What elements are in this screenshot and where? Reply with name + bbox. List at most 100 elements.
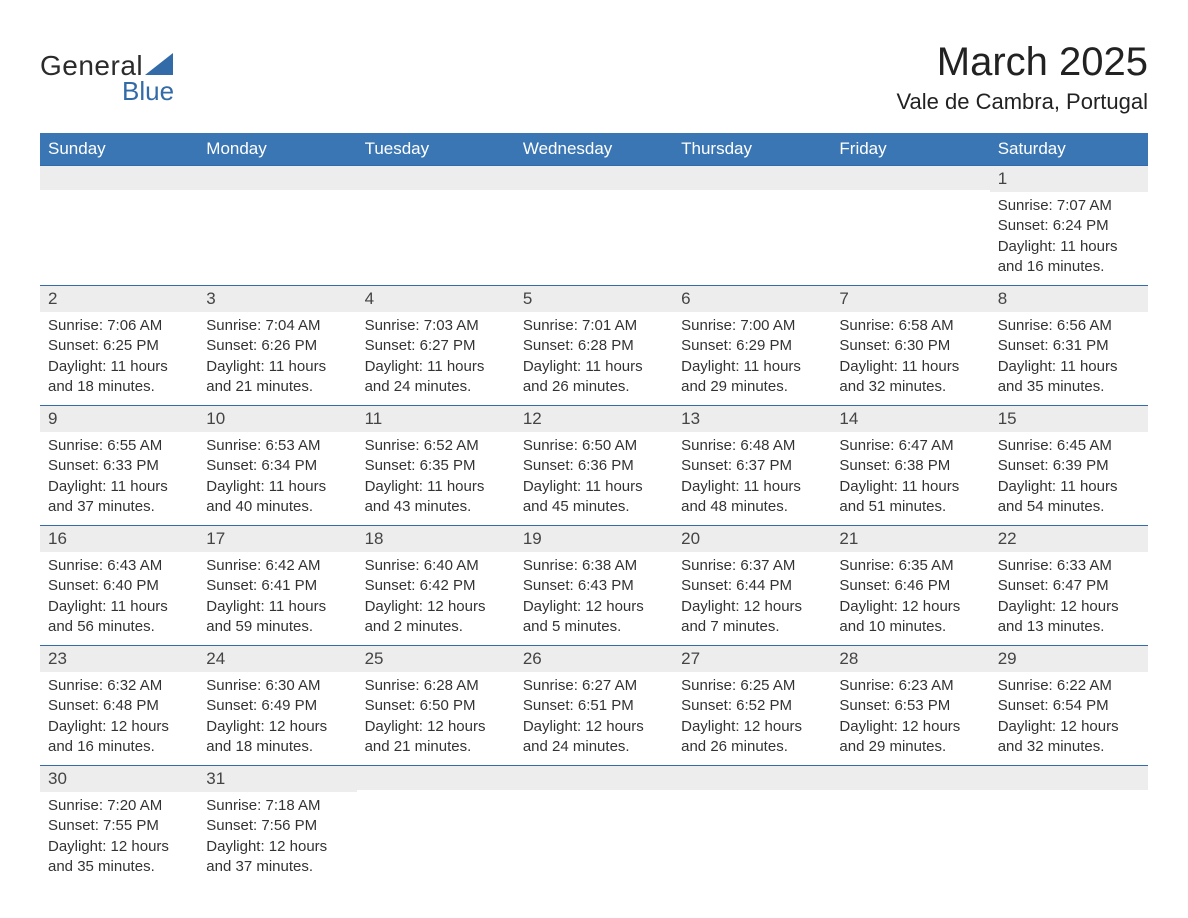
day-body — [198, 190, 356, 202]
daylight-line: Daylight: 12 hours and 10 minutes. — [839, 597, 981, 638]
sunset-line: Sunset: 6:28 PM — [523, 336, 665, 356]
daylight-line: Daylight: 12 hours and 16 minutes. — [48, 717, 190, 758]
sunset-line: Sunset: 6:33 PM — [48, 456, 190, 476]
sunset-line: Sunset: 6:29 PM — [681, 336, 823, 356]
sunrise-line: Sunrise: 6:52 AM — [365, 436, 507, 456]
sunset-line: Sunset: 6:54 PM — [998, 696, 1140, 716]
calendar-body: 1Sunrise: 7:07 AMSunset: 6:24 PMDaylight… — [40, 166, 1148, 886]
daylight-line: Daylight: 11 hours and 51 minutes. — [839, 477, 981, 518]
sunset-line: Sunset: 6:50 PM — [365, 696, 507, 716]
day-number: 27 — [673, 646, 831, 672]
day-body — [831, 790, 989, 802]
day-cell-14: 14Sunrise: 6:47 AMSunset: 6:38 PMDayligh… — [831, 406, 989, 526]
day-body: Sunrise: 6:35 AMSunset: 6:46 PMDaylight:… — [831, 552, 989, 645]
day-number — [40, 166, 198, 190]
daylight-line: Daylight: 12 hours and 29 minutes. — [839, 717, 981, 758]
day-number: 11 — [357, 406, 515, 432]
sunset-line: Sunset: 6:31 PM — [998, 336, 1140, 356]
day-number: 29 — [990, 646, 1148, 672]
day-number: 3 — [198, 286, 356, 312]
day-body: Sunrise: 7:01 AMSunset: 6:28 PMDaylight:… — [515, 312, 673, 405]
day-body: Sunrise: 6:55 AMSunset: 6:33 PMDaylight:… — [40, 432, 198, 525]
day-cell-8: 8Sunrise: 6:56 AMSunset: 6:31 PMDaylight… — [990, 286, 1148, 406]
daylight-line: Daylight: 11 hours and 29 minutes. — [681, 357, 823, 398]
weekday-saturday: Saturday — [990, 133, 1148, 166]
day-number: 26 — [515, 646, 673, 672]
day-cell-22: 22Sunrise: 6:33 AMSunset: 6:47 PMDayligh… — [990, 526, 1148, 646]
sunrise-line: Sunrise: 7:06 AM — [48, 316, 190, 336]
day-number — [673, 766, 831, 790]
day-cell-9: 9Sunrise: 6:55 AMSunset: 6:33 PMDaylight… — [40, 406, 198, 526]
sunset-line: Sunset: 6:25 PM — [48, 336, 190, 356]
day-body — [357, 790, 515, 802]
empty-cell — [40, 166, 198, 286]
day-body — [515, 790, 673, 802]
day-body: Sunrise: 6:53 AMSunset: 6:34 PMDaylight:… — [198, 432, 356, 525]
daylight-line: Daylight: 11 hours and 54 minutes. — [998, 477, 1140, 518]
empty-cell — [831, 766, 989, 886]
sunset-line: Sunset: 6:39 PM — [998, 456, 1140, 476]
weekday-wednesday: Wednesday — [515, 133, 673, 166]
day-cell-3: 3Sunrise: 7:04 AMSunset: 6:26 PMDaylight… — [198, 286, 356, 406]
daylight-line: Daylight: 11 hours and 56 minutes. — [48, 597, 190, 638]
sunset-line: Sunset: 6:52 PM — [681, 696, 823, 716]
day-number — [515, 166, 673, 190]
day-body: Sunrise: 7:00 AMSunset: 6:29 PMDaylight:… — [673, 312, 831, 405]
sunset-line: Sunset: 6:46 PM — [839, 576, 981, 596]
sunrise-line: Sunrise: 6:50 AM — [523, 436, 665, 456]
sunrise-line: Sunrise: 6:55 AM — [48, 436, 190, 456]
day-body: Sunrise: 7:04 AMSunset: 6:26 PMDaylight:… — [198, 312, 356, 405]
empty-cell — [990, 766, 1148, 886]
daylight-line: Daylight: 11 hours and 24 minutes. — [365, 357, 507, 398]
day-body: Sunrise: 6:38 AMSunset: 6:43 PMDaylight:… — [515, 552, 673, 645]
day-cell-19: 19Sunrise: 6:38 AMSunset: 6:43 PMDayligh… — [515, 526, 673, 646]
day-cell-17: 17Sunrise: 6:42 AMSunset: 6:41 PMDayligh… — [198, 526, 356, 646]
day-cell-11: 11Sunrise: 6:52 AMSunset: 6:35 PMDayligh… — [357, 406, 515, 526]
day-cell-27: 27Sunrise: 6:25 AMSunset: 6:52 PMDayligh… — [673, 646, 831, 766]
daylight-line: Daylight: 11 hours and 45 minutes. — [523, 477, 665, 518]
day-body — [357, 190, 515, 202]
day-body: Sunrise: 7:06 AMSunset: 6:25 PMDaylight:… — [40, 312, 198, 405]
day-body: Sunrise: 6:43 AMSunset: 6:40 PMDaylight:… — [40, 552, 198, 645]
day-number — [831, 766, 989, 790]
sunrise-line: Sunrise: 6:45 AM — [998, 436, 1140, 456]
daylight-line: Daylight: 12 hours and 5 minutes. — [523, 597, 665, 638]
day-number: 30 — [40, 766, 198, 792]
day-cell-7: 7Sunrise: 6:58 AMSunset: 6:30 PMDaylight… — [831, 286, 989, 406]
daylight-line: Daylight: 12 hours and 18 minutes. — [206, 717, 348, 758]
sunrise-line: Sunrise: 6:25 AM — [681, 676, 823, 696]
day-number — [515, 766, 673, 790]
daylight-line: Daylight: 11 hours and 40 minutes. — [206, 477, 348, 518]
location: Vale de Cambra, Portugal — [896, 89, 1148, 115]
week-row: 30Sunrise: 7:20 AMSunset: 7:55 PMDayligh… — [40, 766, 1148, 886]
weekday-sunday: Sunday — [40, 133, 198, 166]
daylight-line: Daylight: 12 hours and 21 minutes. — [365, 717, 507, 758]
empty-cell — [198, 166, 356, 286]
sunrise-line: Sunrise: 6:30 AM — [206, 676, 348, 696]
day-number: 7 — [831, 286, 989, 312]
day-body: Sunrise: 6:37 AMSunset: 6:44 PMDaylight:… — [673, 552, 831, 645]
daylight-line: Daylight: 11 hours and 37 minutes. — [48, 477, 190, 518]
sunset-line: Sunset: 7:56 PM — [206, 816, 348, 836]
sunset-line: Sunset: 6:43 PM — [523, 576, 665, 596]
day-cell-23: 23Sunrise: 6:32 AMSunset: 6:48 PMDayligh… — [40, 646, 198, 766]
sunrise-line: Sunrise: 7:20 AM — [48, 796, 190, 816]
day-body: Sunrise: 6:22 AMSunset: 6:54 PMDaylight:… — [990, 672, 1148, 765]
sunset-line: Sunset: 6:42 PM — [365, 576, 507, 596]
day-cell-5: 5Sunrise: 7:01 AMSunset: 6:28 PMDaylight… — [515, 286, 673, 406]
day-number — [198, 166, 356, 190]
empty-cell — [357, 166, 515, 286]
daylight-line: Daylight: 11 hours and 48 minutes. — [681, 477, 823, 518]
daylight-line: Daylight: 12 hours and 37 minutes. — [206, 837, 348, 878]
day-number: 13 — [673, 406, 831, 432]
daylight-line: Daylight: 11 hours and 32 minutes. — [839, 357, 981, 398]
day-cell-6: 6Sunrise: 7:00 AMSunset: 6:29 PMDaylight… — [673, 286, 831, 406]
sunrise-line: Sunrise: 7:18 AM — [206, 796, 348, 816]
day-number: 15 — [990, 406, 1148, 432]
day-number — [831, 166, 989, 190]
sunrise-line: Sunrise: 6:23 AM — [839, 676, 981, 696]
day-body: Sunrise: 7:20 AMSunset: 7:55 PMDaylight:… — [40, 792, 198, 885]
day-body: Sunrise: 6:47 AMSunset: 6:38 PMDaylight:… — [831, 432, 989, 525]
day-body: Sunrise: 6:33 AMSunset: 6:47 PMDaylight:… — [990, 552, 1148, 645]
day-body: Sunrise: 6:58 AMSunset: 6:30 PMDaylight:… — [831, 312, 989, 405]
